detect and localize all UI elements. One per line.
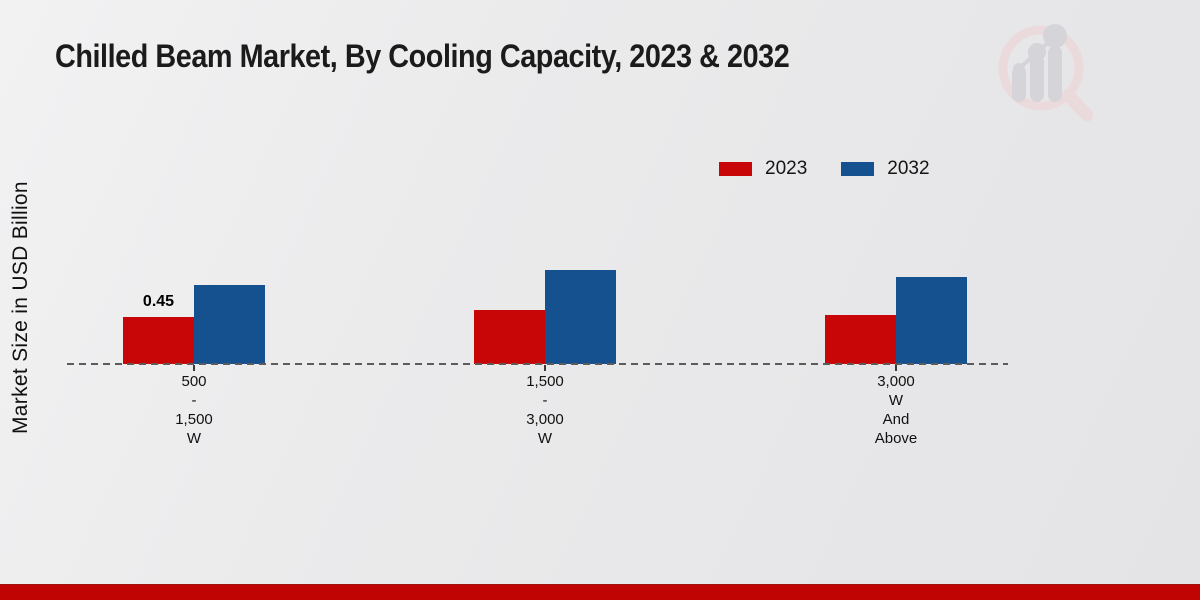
logo-bar-medium — [1030, 55, 1044, 102]
category-label-line: W — [537, 430, 553, 447]
bar-2023-group-2 — [825, 315, 896, 364]
legend-swatch-2023 — [719, 162, 752, 176]
category-label: 3,000 W And Above — [816, 372, 976, 448]
x-axis-baseline — [67, 363, 1008, 365]
logo-bar-tall — [1048, 46, 1062, 102]
category-label-line: 3,000 — [526, 411, 564, 428]
bar-2023-group-0 — [123, 317, 194, 364]
magnifier-ring — [998, 25, 1084, 111]
category-label-line: 500 — [181, 373, 207, 390]
category-label: 1,500 - 3,000 W — [465, 372, 625, 448]
category-label: 500 - 1,500 W — [114, 372, 274, 448]
bar-2032-group-1 — [545, 270, 616, 364]
logo-node-medium — [1028, 43, 1046, 61]
legend-item-2032: 2032 — [841, 158, 930, 180]
category-label-line: - — [542, 392, 548, 409]
footer-red-strip — [0, 584, 1200, 600]
bar-2032-group-2 — [896, 277, 967, 364]
logo-bar-short — [1012, 66, 1026, 102]
bar-value-label: 0.45 — [142, 293, 175, 310]
category-label-line: Above — [874, 430, 918, 447]
logo-node-large — [1043, 24, 1067, 48]
x-axis-tick — [544, 365, 546, 371]
bar-2032-group-0 — [194, 285, 265, 364]
category-label-line: W — [888, 392, 904, 409]
chart-title: Chilled Beam Market, By Cooling Capacity… — [55, 38, 790, 74]
legend-swatch-2032 — [841, 162, 875, 176]
legend-item-2023: 2023 — [719, 158, 807, 180]
x-axis-tick — [193, 365, 195, 371]
x-axis-tick — [895, 365, 897, 371]
logo-node-small — [1013, 63, 1025, 75]
category-label-line: 1,500 — [175, 411, 213, 428]
legend-label: 2023 — [765, 158, 808, 179]
category-label-line: And — [882, 411, 910, 428]
magnifier-handle — [1061, 88, 1093, 122]
legend: 2023 2032 — [719, 158, 930, 180]
magnifier-growth-chart-logo-icon — [998, 24, 1093, 122]
category-label-line: W — [186, 430, 202, 447]
legend-label: 2032 — [887, 158, 930, 179]
bar-2023-group-1 — [474, 310, 545, 364]
category-label-line: - — [191, 392, 197, 409]
category-label-line: 1,500 — [526, 373, 564, 390]
category-label-line: 3,000 — [877, 373, 915, 390]
